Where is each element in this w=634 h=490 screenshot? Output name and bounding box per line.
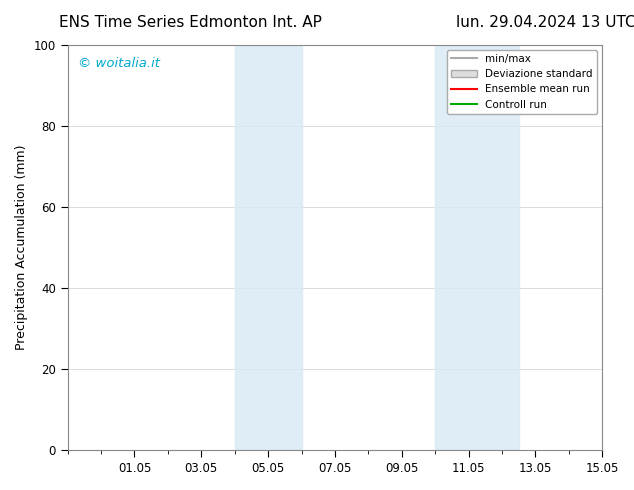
Bar (235, 45, 302, 450)
Text: © woitalia.it: © woitalia.it (79, 57, 160, 70)
Bar (435, 45, 519, 450)
Legend: min/max, Deviazione standard, Ensemble mean run, Controll run: min/max, Deviazione standard, Ensemble m… (447, 49, 597, 114)
Text: lun. 29.04.2024 13 UTC: lun. 29.04.2024 13 UTC (456, 15, 634, 30)
Text: ENS Time Series Edmonton Int. AP: ENS Time Series Edmonton Int. AP (59, 15, 321, 30)
Y-axis label: Precipitation Accumulation (mm): Precipitation Accumulation (mm) (15, 145, 28, 350)
